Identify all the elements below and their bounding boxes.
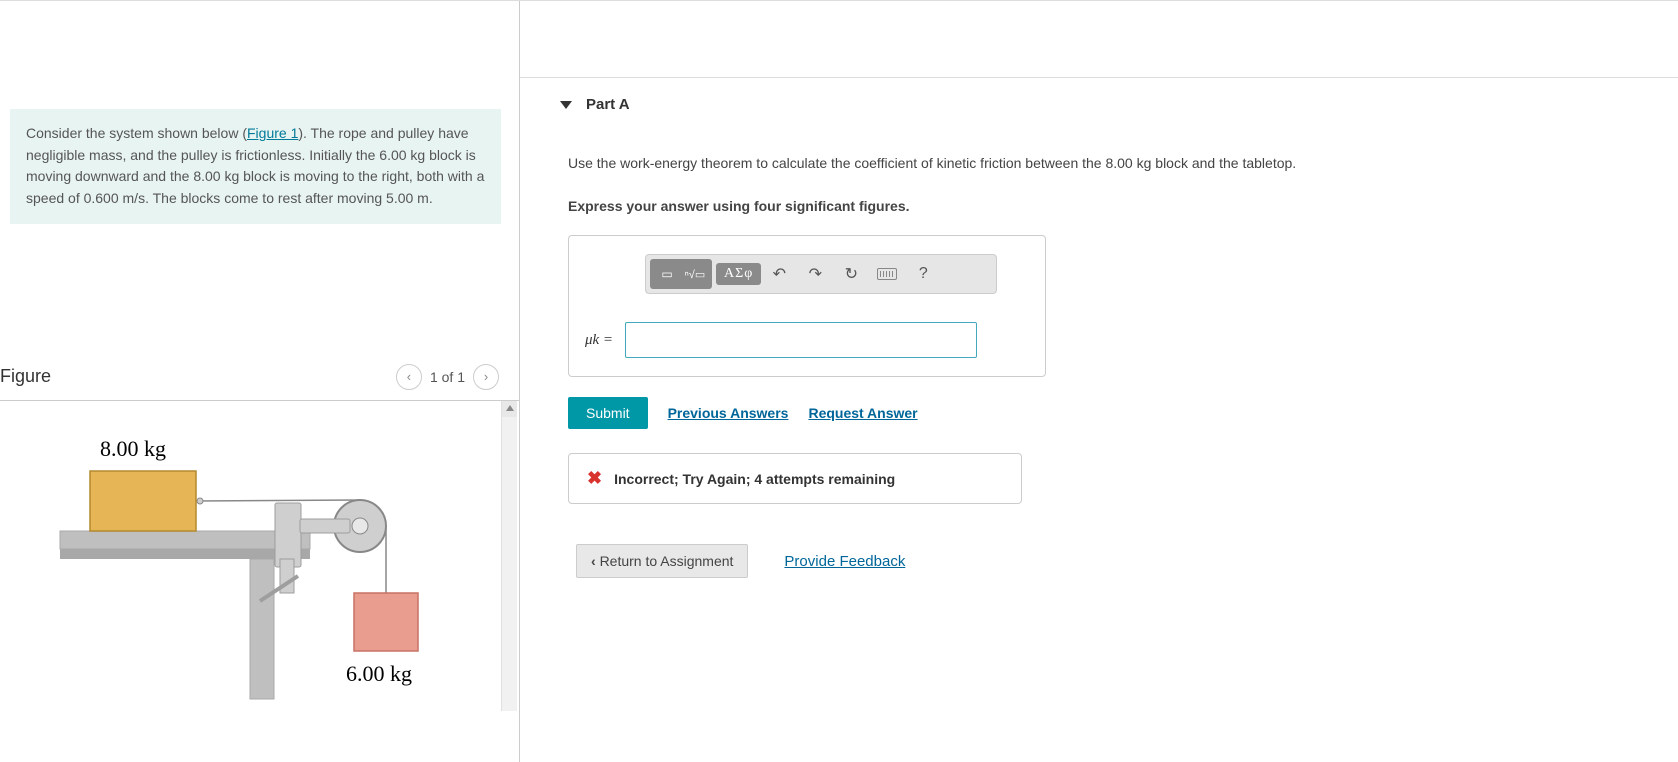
greek-button[interactable]: ΑΣφ (716, 263, 761, 285)
figure-body: 8.00 kg 6.00 kg (0, 401, 519, 711)
figure-link[interactable]: Figure 1 (247, 125, 298, 141)
return-label: Return to Assignment (600, 553, 734, 569)
block-hang-label: 6.00 kg (346, 661, 412, 686)
provide-feedback-link[interactable]: Provide Feedback (784, 553, 905, 570)
bottom-row: ‹ Return to Assignment Provide Feedback (568, 544, 1630, 578)
part-content: Use the work-energy theorem to calculate… (520, 153, 1678, 598)
submit-button[interactable]: Submit (568, 397, 648, 429)
keyboard-icon[interactable] (869, 259, 905, 289)
return-button[interactable]: ‹ Return to Assignment (576, 544, 748, 578)
fraction-icon[interactable]: ▭ (654, 262, 680, 286)
problem-statement: Consider the system shown below (Figure … (10, 109, 501, 224)
figure-counter: 1 of 1 (430, 369, 465, 385)
incorrect-icon: ✖ (587, 468, 602, 489)
figure-header: Figure ‹ 1 of 1 › (0, 364, 519, 401)
answer-box: ▭ ⁿ√▭ ΑΣφ ↶ ↷ ↻ ? μk = (568, 235, 1046, 377)
feedback-text: Incorrect; Try Again; 4 attempts remaini… (614, 471, 895, 487)
figure-prev-button[interactable]: ‹ (396, 364, 422, 390)
figure-title: Figure (0, 366, 51, 387)
left-panel: Consider the system shown below (Figure … (0, 1, 520, 762)
answer-input[interactable] (625, 322, 977, 358)
answer-lhs: μk = (585, 332, 613, 349)
figure-next-button[interactable]: › (473, 364, 499, 390)
part-title: Part A (586, 96, 630, 113)
equation-toolbar: ▭ ⁿ√▭ ΑΣφ ↶ ↷ ↻ ? (645, 254, 997, 294)
feedback-box: ✖ Incorrect; Try Again; 4 attempts remai… (568, 453, 1022, 504)
block-top-label: 8.00 kg (100, 436, 166, 461)
template-buttons[interactable]: ▭ ⁿ√▭ (650, 259, 712, 289)
reset-icon[interactable]: ↻ (833, 259, 869, 289)
help-icon[interactable]: ? (905, 259, 941, 289)
right-panel: Part A Use the work-energy theorem to ca… (520, 1, 1678, 762)
app-container: Consider the system shown below (Figure … (0, 0, 1678, 762)
undo-icon[interactable]: ↶ (761, 259, 797, 289)
collapse-caret-icon (560, 101, 572, 109)
part-instruction: Use the work-energy theorem to calculate… (568, 153, 1630, 174)
request-answer-link[interactable]: Request Answer (808, 405, 917, 421)
figure-scrollbar[interactable] (501, 401, 517, 711)
chevron-left-icon: ‹ (591, 553, 600, 569)
problem-text-1: Consider the system shown below ( (26, 125, 247, 141)
previous-answers-link[interactable]: Previous Answers (668, 405, 789, 421)
root-icon[interactable]: ⁿ√▭ (682, 262, 708, 286)
submit-row: Submit Previous Answers Request Answer (568, 397, 1630, 429)
figure-svg: 8.00 kg 6.00 kg (0, 401, 500, 701)
figure-nav: ‹ 1 of 1 › (396, 364, 499, 390)
redo-icon[interactable]: ↷ (797, 259, 833, 289)
answer-row: μk = (585, 322, 1029, 358)
sigfig-instruction: Express your answer using four significa… (568, 196, 1630, 217)
part-header[interactable]: Part A (520, 77, 1678, 131)
